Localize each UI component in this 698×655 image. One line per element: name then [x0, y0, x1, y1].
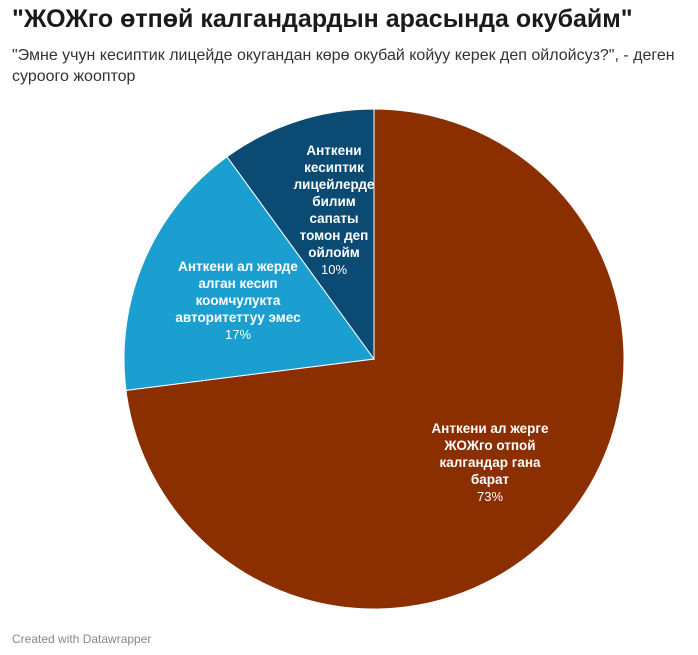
slice-value-label: 17%	[225, 327, 251, 342]
pie-slice	[125, 108, 625, 610]
pie-slice	[123, 156, 375, 391]
slice-value-label: 73%	[477, 489, 503, 504]
slice-label: Анткени ал жерде алган кесип коомчулукта ав…	[175, 259, 301, 325]
slice-label: Анткени кесиптик лицейлерде билим сапаты томо…	[294, 143, 375, 260]
slice-label: Анткени ал жерге ЖОЖго отпой калгандар ган…	[431, 421, 549, 487]
chart-subtitle: "Эмне учун кесиптик лицейде окугандан кө…	[12, 47, 675, 85]
credit-footer: Created with Datawrapper	[12, 632, 152, 646]
pie-slice	[226, 108, 375, 361]
slice-value-label: 10%	[321, 262, 347, 277]
chart-title: "ЖОЖго өтпөй калгандардын арасында окуба…	[12, 5, 633, 33]
